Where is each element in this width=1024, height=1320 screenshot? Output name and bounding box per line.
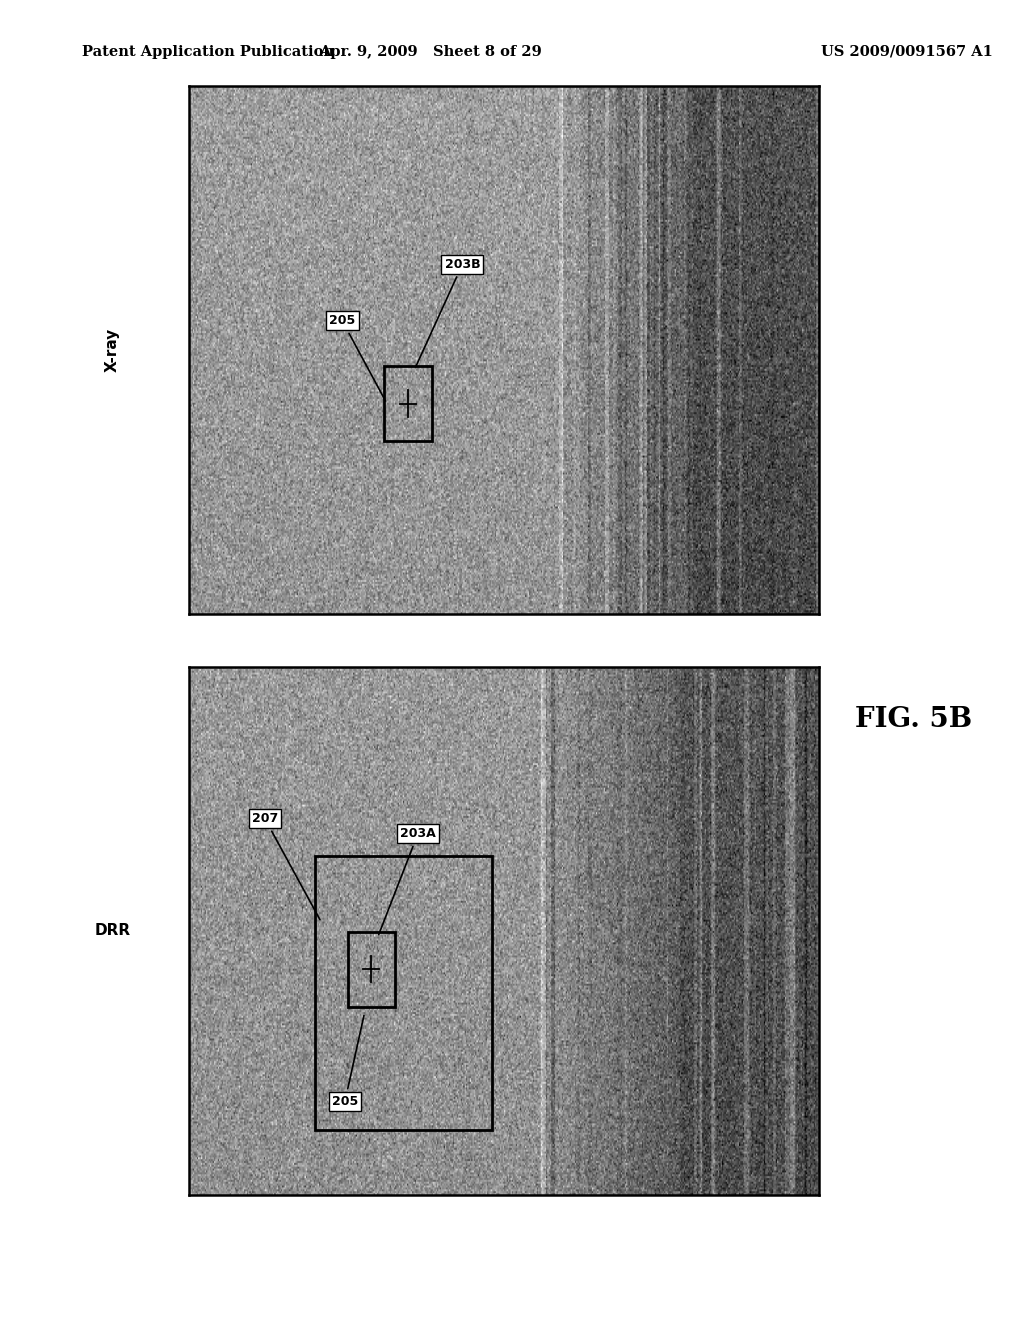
Text: Patent Application Publication: Patent Application Publication (82, 45, 334, 59)
Text: 205: 205 (329, 314, 386, 401)
Text: X-ray: X-ray (105, 327, 120, 372)
Text: 203B: 203B (416, 257, 480, 367)
Text: Apr. 9, 2009   Sheet 8 of 29: Apr. 9, 2009 Sheet 8 of 29 (318, 45, 542, 59)
Bar (347, 932, 395, 1007)
Text: 203A: 203A (379, 828, 436, 935)
Text: 207: 207 (252, 812, 319, 920)
Text: US 2009/0091567 A1: US 2009/0091567 A1 (821, 45, 993, 59)
Text: FIG. 5B: FIG. 5B (855, 706, 972, 733)
Bar (384, 366, 431, 441)
Bar (314, 857, 492, 1130)
Text: DRR: DRR (94, 923, 131, 939)
Text: 205: 205 (332, 1015, 364, 1107)
